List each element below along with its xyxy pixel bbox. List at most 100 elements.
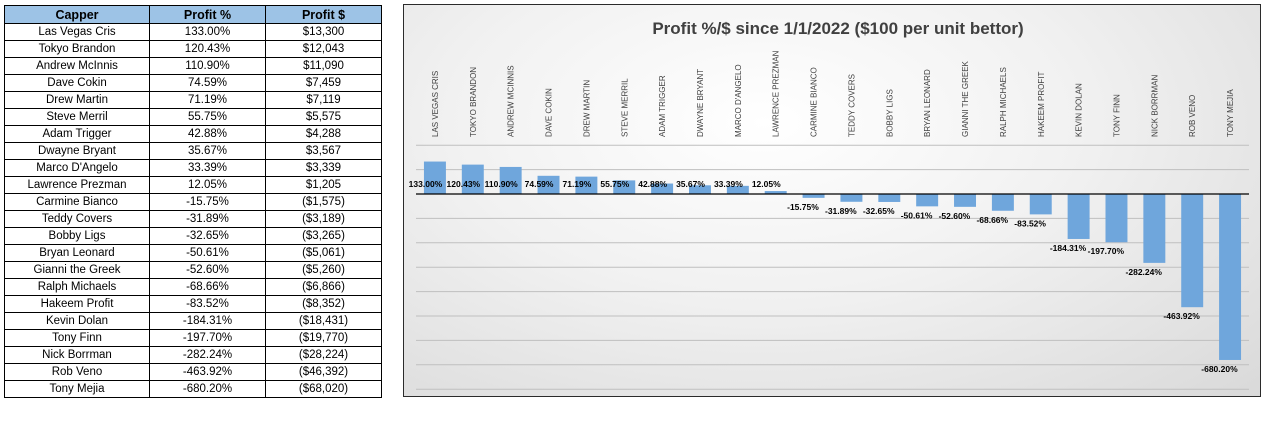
- capper-cell: Ralph Michaels: [4, 278, 150, 296]
- bar: [575, 176, 598, 194]
- capper-cell: Gianni the Greek: [4, 261, 150, 279]
- capper-cell: Tony Finn: [4, 329, 150, 347]
- chart-category-labels: LAS VEGAS CRIS TOKYO BRANDON ANDREW MCINNI…: [431, 50, 1235, 137]
- capper-cell: Carmine Bianco: [4, 193, 150, 211]
- profit-percent-cell: -32.65%: [149, 227, 266, 245]
- bar: [613, 180, 636, 194]
- table-row: Rob Veno -463.92% ($46,392): [4, 363, 382, 381]
- capper-cell: Tokyo Brandon: [4, 40, 150, 58]
- table-row: Marco D'Angelo 33.39% $3,339: [4, 159, 382, 177]
- table-row: Tony Mejia -680.20% ($68,020): [4, 380, 382, 398]
- profit-percent-cell: -197.70%: [149, 329, 266, 347]
- capper-cell: Lawrence Prezman: [4, 176, 150, 194]
- data-label: -184.31%: [1050, 243, 1087, 253]
- table-row: Ralph Michaels -68.66% ($6,866): [4, 278, 382, 296]
- category-label: DAVE COKIN: [545, 88, 554, 137]
- category-label: TOKYO BRANDON: [469, 67, 478, 137]
- header-profit-dollar: Profit $: [265, 5, 382, 24]
- profit-percent-cell: -52.60%: [149, 261, 266, 279]
- capper-cell: Tony Mejia: [4, 380, 150, 398]
- data-label: 74.59%: [525, 179, 554, 189]
- profit-dollar-cell: ($6,866): [265, 278, 382, 296]
- data-label: -282.24%: [1126, 267, 1163, 277]
- profit-percent-cell: 55.75%: [149, 108, 266, 126]
- capper-cell: Dave Cokin: [4, 74, 150, 92]
- profit-percent-cell: -680.20%: [149, 380, 266, 398]
- category-label: ADAM TRIGGER: [658, 75, 667, 137]
- profit-percent-cell: -83.52%: [149, 295, 266, 313]
- table-header-row: Capper Profit % Profit $: [4, 5, 382, 24]
- capper-cell: Hakeem Profit: [4, 295, 150, 313]
- chart-title: Profit %/$ since 1/1/2022 ($100 per unit…: [652, 19, 1023, 38]
- table-row: Bryan Leonard -50.61% ($5,061): [4, 244, 382, 262]
- profit-percent-cell: -463.92%: [149, 363, 266, 381]
- capper-cell: Marco D'Angelo: [4, 159, 150, 177]
- data-label: -68.66%: [976, 215, 1008, 225]
- profit-dollar-cell: $1,205: [265, 176, 382, 194]
- bar: [954, 194, 977, 207]
- profit-dollar-cell: $3,567: [265, 142, 382, 160]
- capper-profit-table: Capper Profit % Profit $ Las Vegas Cris 1…: [4, 5, 382, 398]
- category-label: TONY MEJIA: [1226, 89, 1235, 137]
- profit-dollar-cell: ($5,260): [265, 261, 382, 279]
- table-row: Dwayne Bryant 35.67% $3,567: [4, 142, 382, 160]
- data-label: -83.52%: [1014, 218, 1046, 228]
- profit-chart: Profit %/$ since 1/1/2022 ($100 per unit…: [403, 4, 1261, 397]
- profit-dollar-cell: ($28,224): [265, 346, 382, 364]
- data-label: -680.20%: [1201, 364, 1238, 374]
- bar: [423, 161, 446, 194]
- bar: [840, 194, 863, 202]
- capper-cell: Las Vegas Cris: [4, 23, 150, 41]
- category-label: BRYAN LEONARD: [923, 69, 932, 137]
- category-label: LAWRENCE PREZMAN: [772, 50, 781, 137]
- bar: [1105, 194, 1128, 243]
- category-label: TEDDY COVERS: [847, 74, 856, 137]
- category-label: HAKEEM PROFIT: [1037, 72, 1046, 137]
- profit-percent-cell: -31.89%: [149, 210, 266, 228]
- profit-percent-cell: 35.67%: [149, 142, 266, 160]
- profit-dollar-cell: $7,459: [265, 74, 382, 92]
- table-row: Bobby Ligs -32.65% ($3,265): [4, 227, 382, 245]
- profit-dollar-cell: ($3,189): [265, 210, 382, 228]
- profit-dollar-cell: ($46,392): [265, 363, 382, 381]
- bar: [1029, 194, 1052, 215]
- profit-dollar-cell: ($18,431): [265, 312, 382, 330]
- chart-data-labels: 133.00% 120.43% 110.90% 74.59% 71.19% 55.75% 4…: [409, 179, 1238, 374]
- profit-dollar-cell: $4,288: [265, 125, 382, 143]
- chart-bars: [423, 161, 1242, 360]
- data-label: 33.39%: [714, 179, 743, 189]
- bar: [726, 185, 749, 194]
- capper-cell: Steve Merril: [4, 108, 150, 126]
- bar: [916, 194, 939, 207]
- header-profit-percent: Profit %: [149, 5, 266, 24]
- category-label: RALPH MICHAELS: [999, 67, 1008, 137]
- profit-percent-cell: -282.24%: [149, 346, 266, 364]
- profit-dollar-cell: $11,090: [265, 57, 382, 75]
- capper-cell: Rob Veno: [4, 363, 150, 381]
- table-row: Tony Finn -197.70% ($19,770): [4, 329, 382, 347]
- table-row: Kevin Dolan -184.31% ($18,431): [4, 312, 382, 330]
- table-row: Gianni the Greek -52.60% ($5,260): [4, 261, 382, 279]
- capper-cell: Drew Martin: [4, 91, 150, 109]
- bar: [537, 175, 560, 194]
- category-label: ANDREW MCINNIS: [507, 65, 516, 137]
- profit-percent-cell: 33.39%: [149, 159, 266, 177]
- bar: [1219, 194, 1242, 360]
- table-row: Nick Borrman -282.24% ($28,224): [4, 346, 382, 364]
- bar: [688, 185, 711, 194]
- profit-percent-cell: 120.43%: [149, 40, 266, 58]
- bar: [1067, 194, 1090, 239]
- category-label: ROB VENO: [1188, 95, 1197, 137]
- table-row: Lawrence Prezman 12.05% $1,205: [4, 176, 382, 194]
- data-label: 110.90%: [485, 179, 519, 189]
- table-row: Las Vegas Cris 133.00% $13,300: [4, 23, 382, 41]
- profit-dollar-cell: $3,339: [265, 159, 382, 177]
- profit-percent-cell: 71.19%: [149, 91, 266, 109]
- table-row: Steve Merril 55.75% $5,575: [4, 108, 382, 126]
- profit-dollar-cell: $7,119: [265, 91, 382, 109]
- table-row: Hakeem Profit -83.52% ($8,352): [4, 295, 382, 313]
- category-label: CARMINE BIANCO: [810, 67, 819, 137]
- bar: [764, 191, 787, 194]
- profit-percent-cell: 133.00%: [149, 23, 266, 41]
- data-label: 133.00%: [409, 179, 443, 189]
